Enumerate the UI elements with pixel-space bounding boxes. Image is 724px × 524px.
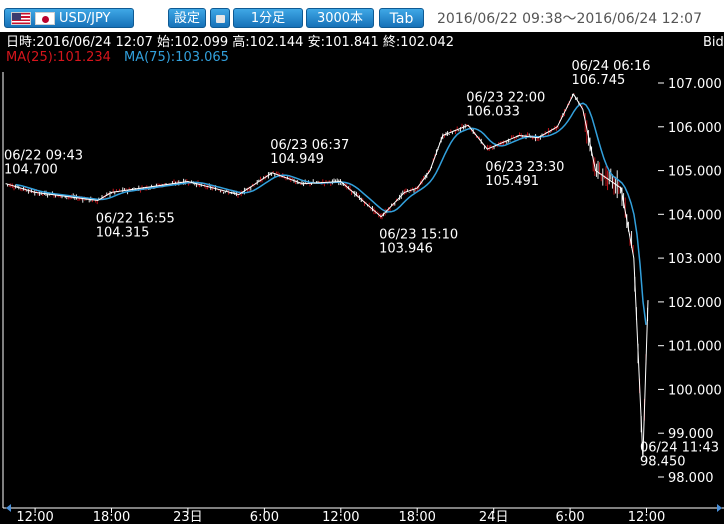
y-tick-label-8: 99.000 — [668, 427, 714, 442]
toolbar: USD/JPY 設定 1分足 3000本 Tab 2016/06/22 09:3… — [0, 0, 724, 32]
ma25-readout: MA(25):101.234 — [6, 50, 111, 65]
annotation-price-0: 104.700 — [4, 163, 58, 178]
annotation-time-6: 06/24 06:16 — [572, 59, 651, 74]
annotation-price-1: 104.315 — [96, 226, 150, 241]
y-tick-label-4: 103.000 — [668, 252, 722, 267]
annotation-time-7: 06/24 11:43 — [640, 440, 719, 455]
annotation-price-4: 106.033 — [466, 104, 520, 119]
jp-flag-icon — [35, 12, 55, 25]
scroll-left-arrow-icon[interactable] — [6, 504, 11, 512]
ohlc-readout: 日時:2016/06/24 12:07 始:102.099 高:102.144 … — [6, 34, 454, 50]
settings-button[interactable]: 設定 — [168, 8, 206, 28]
y-tick-label-0: 107.000 — [668, 77, 722, 92]
x-tick-label-7: 6:00 — [555, 510, 584, 524]
tab-button[interactable]: Tab — [379, 8, 424, 28]
lock-button[interactable] — [210, 8, 230, 28]
x-tick-label-4: 12:00 — [322, 510, 359, 524]
x-tick-label-3: 6:00 — [250, 510, 279, 524]
scroll-right-arrow-icon[interactable] — [717, 504, 722, 512]
x-tick-label-5: 18:00 — [398, 510, 435, 524]
y-tick-label-2: 105.000 — [668, 165, 722, 180]
annotation-time-3: 06/23 15:10 — [379, 228, 458, 243]
y-tick-label-3: 104.000 — [668, 208, 722, 223]
currency-pair-button[interactable]: USD/JPY — [4, 8, 134, 28]
y-tick-label-5: 102.000 — [668, 296, 722, 311]
x-tick-label-8: 12:00 — [628, 510, 665, 524]
x-axis: 12:00 18:00 23日 6:00 12:00 18:00 24日 6:00 12:00 — [16, 508, 665, 524]
interval-button[interactable]: 1分足 — [233, 8, 303, 28]
x-tick-label-2: 23日 — [173, 510, 203, 524]
bar-count-button[interactable]: 3000本 — [306, 8, 374, 28]
x-tick-label-1: 18:00 — [93, 510, 130, 524]
x-tick-label-0: 12:00 — [16, 510, 53, 524]
annotation-price-3: 103.946 — [379, 242, 433, 257]
annotation-time-4: 06/23 22:00 — [466, 90, 545, 105]
currency-pair-label: USD/JPY — [59, 11, 111, 26]
annotation-price-6: 106.745 — [572, 73, 626, 88]
ma75-line — [15, 102, 647, 325]
y-tick-label-1: 106.000 — [668, 121, 722, 136]
x-tick-label-6: 24日 — [479, 510, 509, 524]
us-flag-icon — [11, 12, 31, 25]
annotation-time-2: 06/23 06:37 — [270, 138, 349, 153]
y-tick-label-7: 100.000 — [668, 383, 722, 398]
y-tick-label-9: 98.000 — [668, 471, 714, 486]
lock-icon — [216, 15, 225, 23]
annotation-price-5: 105.491 — [485, 174, 539, 189]
price-type-label: Bid — [703, 35, 724, 50]
y-tick-label-6: 101.000 — [668, 340, 722, 355]
date-range-text: 2016/06/22 09:38～2016/06/24 12:07 — [437, 11, 702, 27]
annotation-price-7: 98.450 — [640, 454, 686, 469]
y-axis: 107.000 106.000 105.000 104.000 103.000 102.0… — [658, 77, 722, 486]
annotation-time-1: 06/22 16:55 — [96, 212, 175, 227]
annotation-time-0: 06/22 09:43 — [4, 149, 83, 164]
price-line — [5, 93, 649, 458]
annotation-time-5: 06/23 23:30 — [485, 160, 564, 175]
annotation-price-2: 104.949 — [270, 152, 324, 167]
ma75-readout: MA(75):103.065 — [124, 50, 229, 65]
